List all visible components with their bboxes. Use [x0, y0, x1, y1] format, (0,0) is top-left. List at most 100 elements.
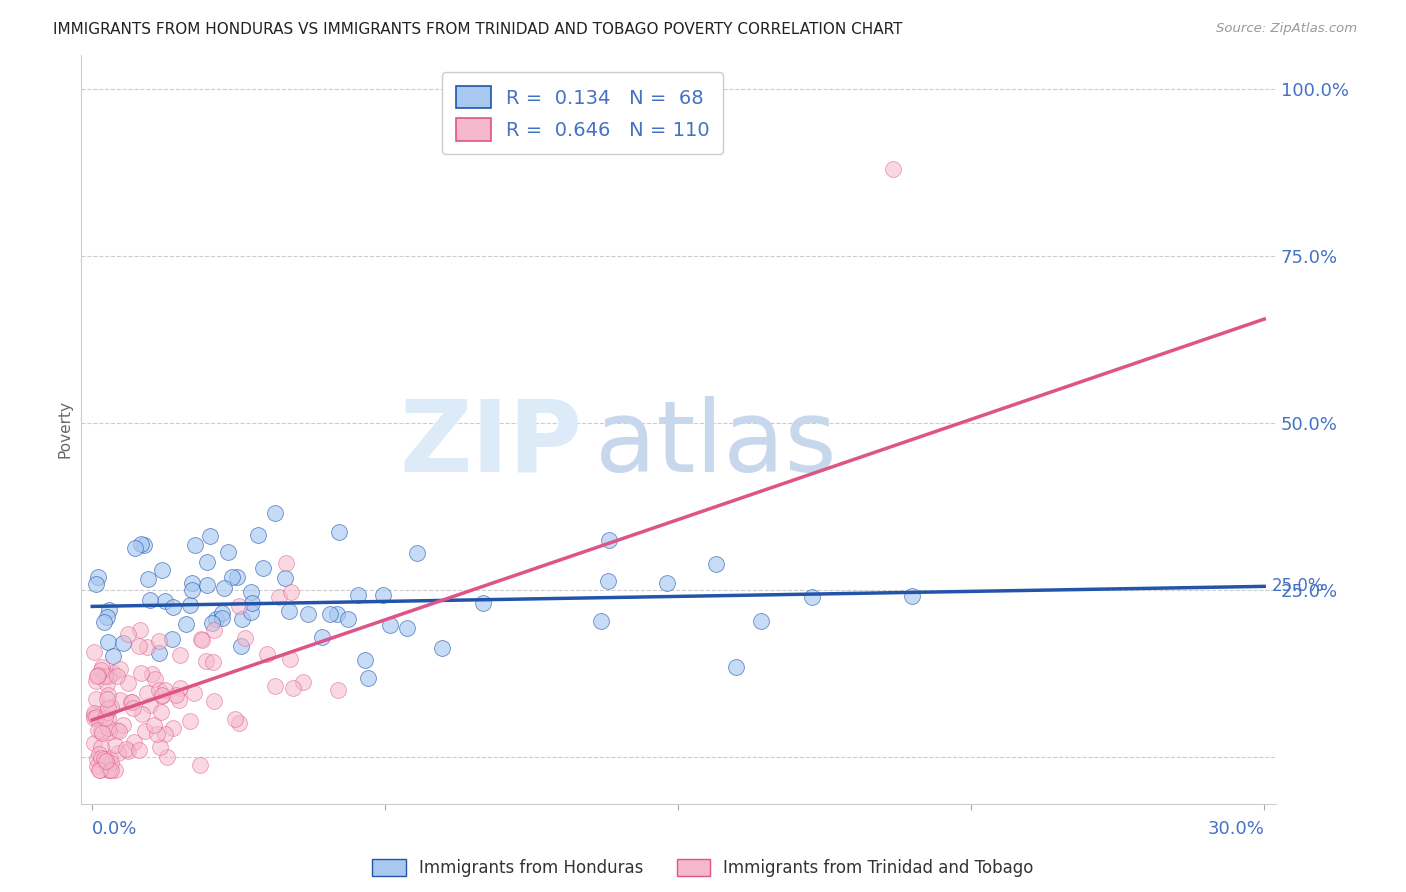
- Point: [202, 623, 225, 637]
- Point: [380, 618, 402, 632]
- Point: [93, 752, 115, 766]
- Point: [138, 572, 160, 586]
- Point: [83, 736, 105, 750]
- Point: [190, 633, 212, 648]
- Point: [162, 600, 184, 615]
- Point: [90, 660, 112, 674]
- Point: [84, 576, 107, 591]
- Point: [749, 614, 772, 628]
- Point: [104, 738, 127, 752]
- Point: [472, 596, 495, 610]
- Point: [591, 614, 613, 628]
- Point: [180, 582, 202, 597]
- Point: [83, 644, 105, 658]
- Point: [278, 604, 301, 618]
- Point: [224, 712, 246, 726]
- Point: [97, 763, 120, 777]
- Point: [371, 588, 394, 602]
- Text: 30.0%: 30.0%: [1208, 821, 1264, 838]
- Point: [98, 668, 121, 682]
- Point: [725, 659, 748, 673]
- Point: [93, 756, 115, 770]
- Point: [214, 582, 236, 596]
- Point: [179, 714, 201, 728]
- Text: atlas: atlas: [595, 396, 837, 492]
- Point: [156, 750, 179, 764]
- Text: Source: ZipAtlas.com: Source: ZipAtlas.com: [1216, 22, 1357, 36]
- Point: [97, 763, 120, 777]
- Point: [174, 616, 197, 631]
- Point: [184, 538, 207, 552]
- Point: [131, 537, 153, 551]
- Point: [84, 692, 107, 706]
- Point: [87, 747, 110, 762]
- Point: [188, 758, 211, 772]
- Point: [202, 694, 225, 708]
- Point: [117, 675, 139, 690]
- Point: [136, 640, 159, 654]
- Point: [197, 555, 219, 569]
- Point: [430, 640, 453, 655]
- Point: [132, 538, 155, 552]
- Point: [83, 708, 105, 723]
- Point: [233, 632, 256, 646]
- Point: [86, 752, 108, 766]
- Point: [148, 634, 170, 648]
- Point: [337, 612, 360, 626]
- Point: [97, 711, 120, 725]
- Point: [128, 623, 150, 637]
- Point: [98, 751, 121, 765]
- Point: [87, 723, 110, 738]
- Point: [198, 528, 221, 542]
- Legend: Immigrants from Honduras, Immigrants from Trinidad and Tobago: Immigrants from Honduras, Immigrants fro…: [366, 852, 1040, 884]
- Point: [264, 506, 287, 520]
- Point: [274, 570, 297, 584]
- Point: [131, 706, 153, 721]
- Point: [107, 747, 129, 761]
- Point: [162, 721, 184, 735]
- Point: [319, 607, 342, 622]
- Point: [111, 718, 134, 732]
- Point: [101, 665, 124, 680]
- Point: [93, 615, 115, 629]
- Point: [256, 647, 278, 661]
- Point: [122, 735, 145, 749]
- Point: [96, 610, 118, 624]
- Point: [274, 556, 297, 570]
- Point: [108, 693, 131, 707]
- Text: 0.0%: 0.0%: [93, 821, 138, 838]
- Point: [205, 612, 228, 626]
- Point: [181, 575, 204, 590]
- Point: [240, 605, 263, 619]
- Point: [90, 751, 112, 765]
- Point: [190, 632, 212, 646]
- Point: [155, 594, 177, 608]
- Point: [153, 683, 176, 698]
- Point: [128, 743, 150, 757]
- Point: [89, 763, 111, 777]
- Point: [195, 578, 218, 592]
- Point: [86, 570, 108, 584]
- Point: [280, 585, 302, 599]
- Point: [354, 652, 377, 666]
- Point: [108, 723, 131, 738]
- Point: [231, 612, 253, 626]
- Point: [139, 593, 162, 607]
- Point: [100, 756, 122, 770]
- Point: [150, 689, 173, 703]
- Point: [86, 669, 108, 683]
- Point: [150, 689, 173, 703]
- Point: [357, 671, 380, 685]
- Point: [217, 545, 239, 559]
- Point: [139, 698, 162, 713]
- Point: [311, 630, 333, 644]
- Point: [135, 686, 157, 700]
- Point: [84, 674, 107, 689]
- Point: [240, 584, 263, 599]
- Point: [101, 648, 124, 663]
- Point: [100, 763, 122, 777]
- Point: [97, 688, 120, 702]
- Point: [179, 599, 201, 613]
- Point: [115, 742, 138, 756]
- Point: [148, 682, 170, 697]
